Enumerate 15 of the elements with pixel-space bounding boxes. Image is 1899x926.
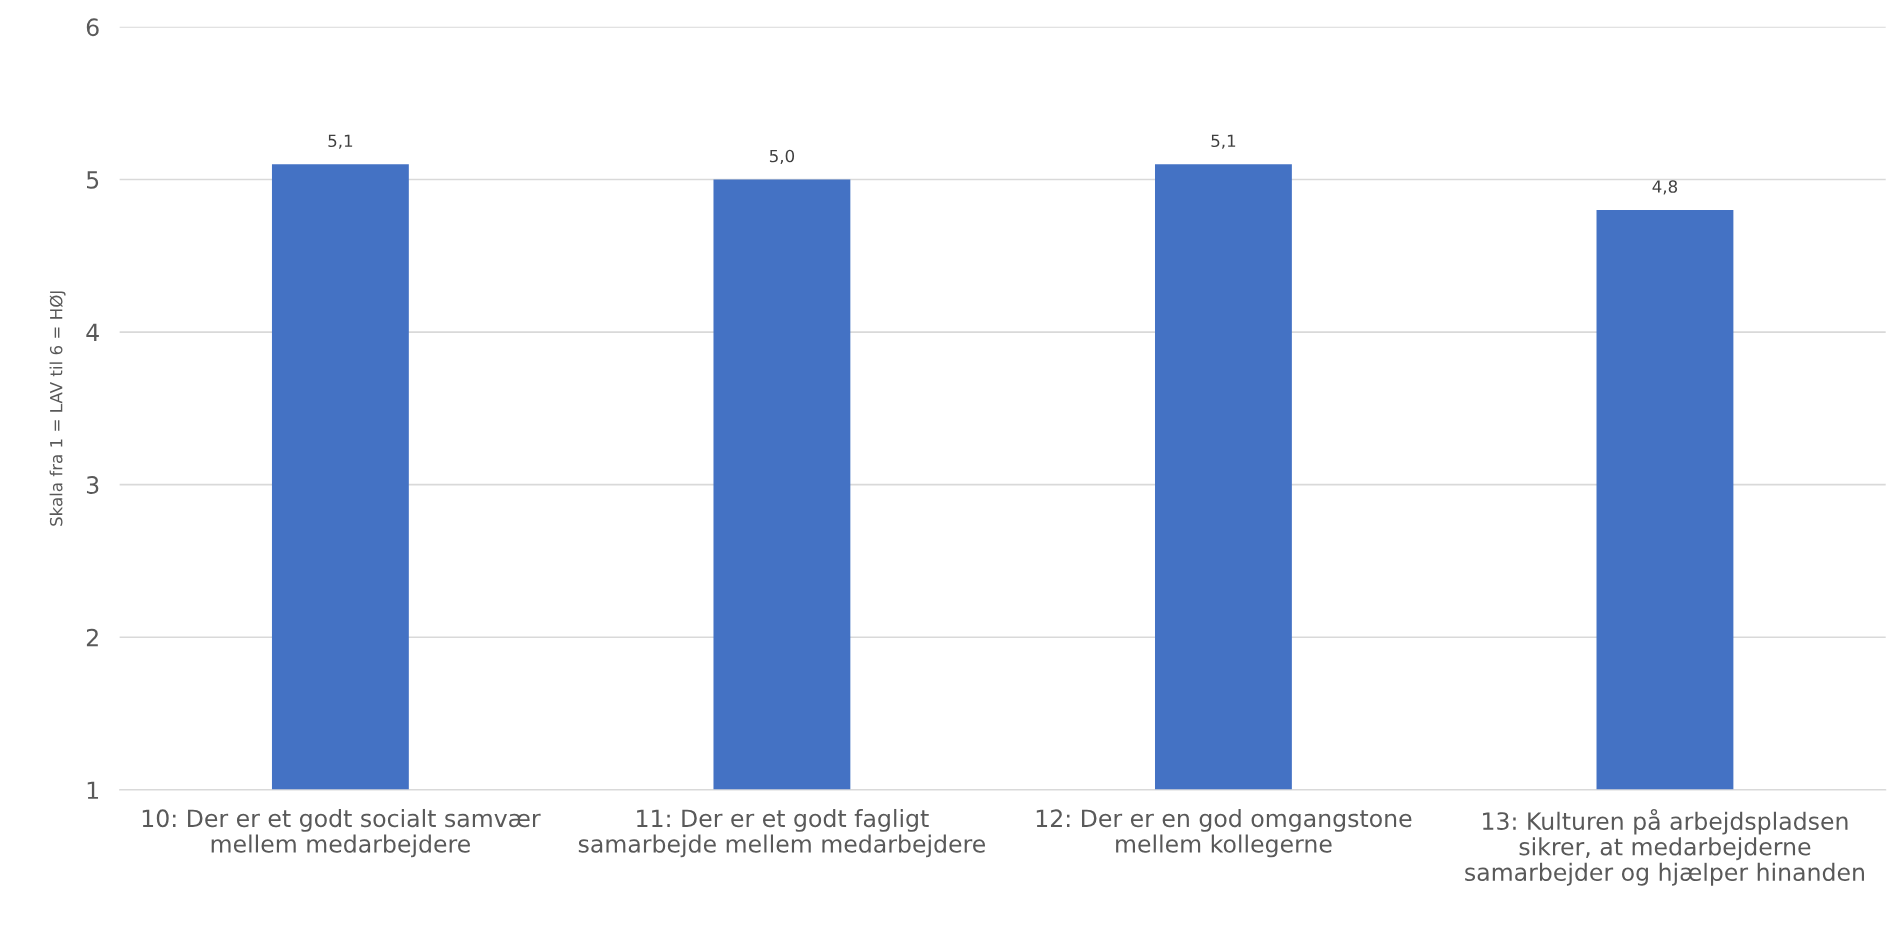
- y-axis-title: Skala fra 1 = LAV til 6 = HØJ: [49, 291, 66, 526]
- data-label: 5,1: [1211, 134, 1236, 149]
- y-tick-label: 6: [86, 18, 99, 37]
- x-tick-label: 10: Der er et godt socialt samvær mellem medarbejdere: [142, 808, 541, 858]
- y-tick-label: 1: [87, 781, 99, 799]
- y-tick-label: 5: [86, 171, 99, 189]
- x-tick-label: 13: Kulturen på arbejdspladsen sikrer, at medarbejderne samarbejder og hjælper hinanden: [1465, 808, 1864, 886]
- data-label: 4,8: [1652, 180, 1678, 195]
- y-tick-label: 3: [86, 476, 99, 494]
- x-tick-label: 11: Der er et godt fagligt samarbejde mellem medarbejdere: [578, 808, 985, 858]
- x-tick-label: 12: Der er en god omgangstone mellem kollegerne: [1036, 808, 1412, 858]
- data-label: 5,1: [328, 134, 353, 149]
- data-label: 5,0: [769, 149, 795, 165]
- y-tick-label: 2: [86, 628, 98, 647]
- y-tick-label: 4: [86, 323, 99, 342]
